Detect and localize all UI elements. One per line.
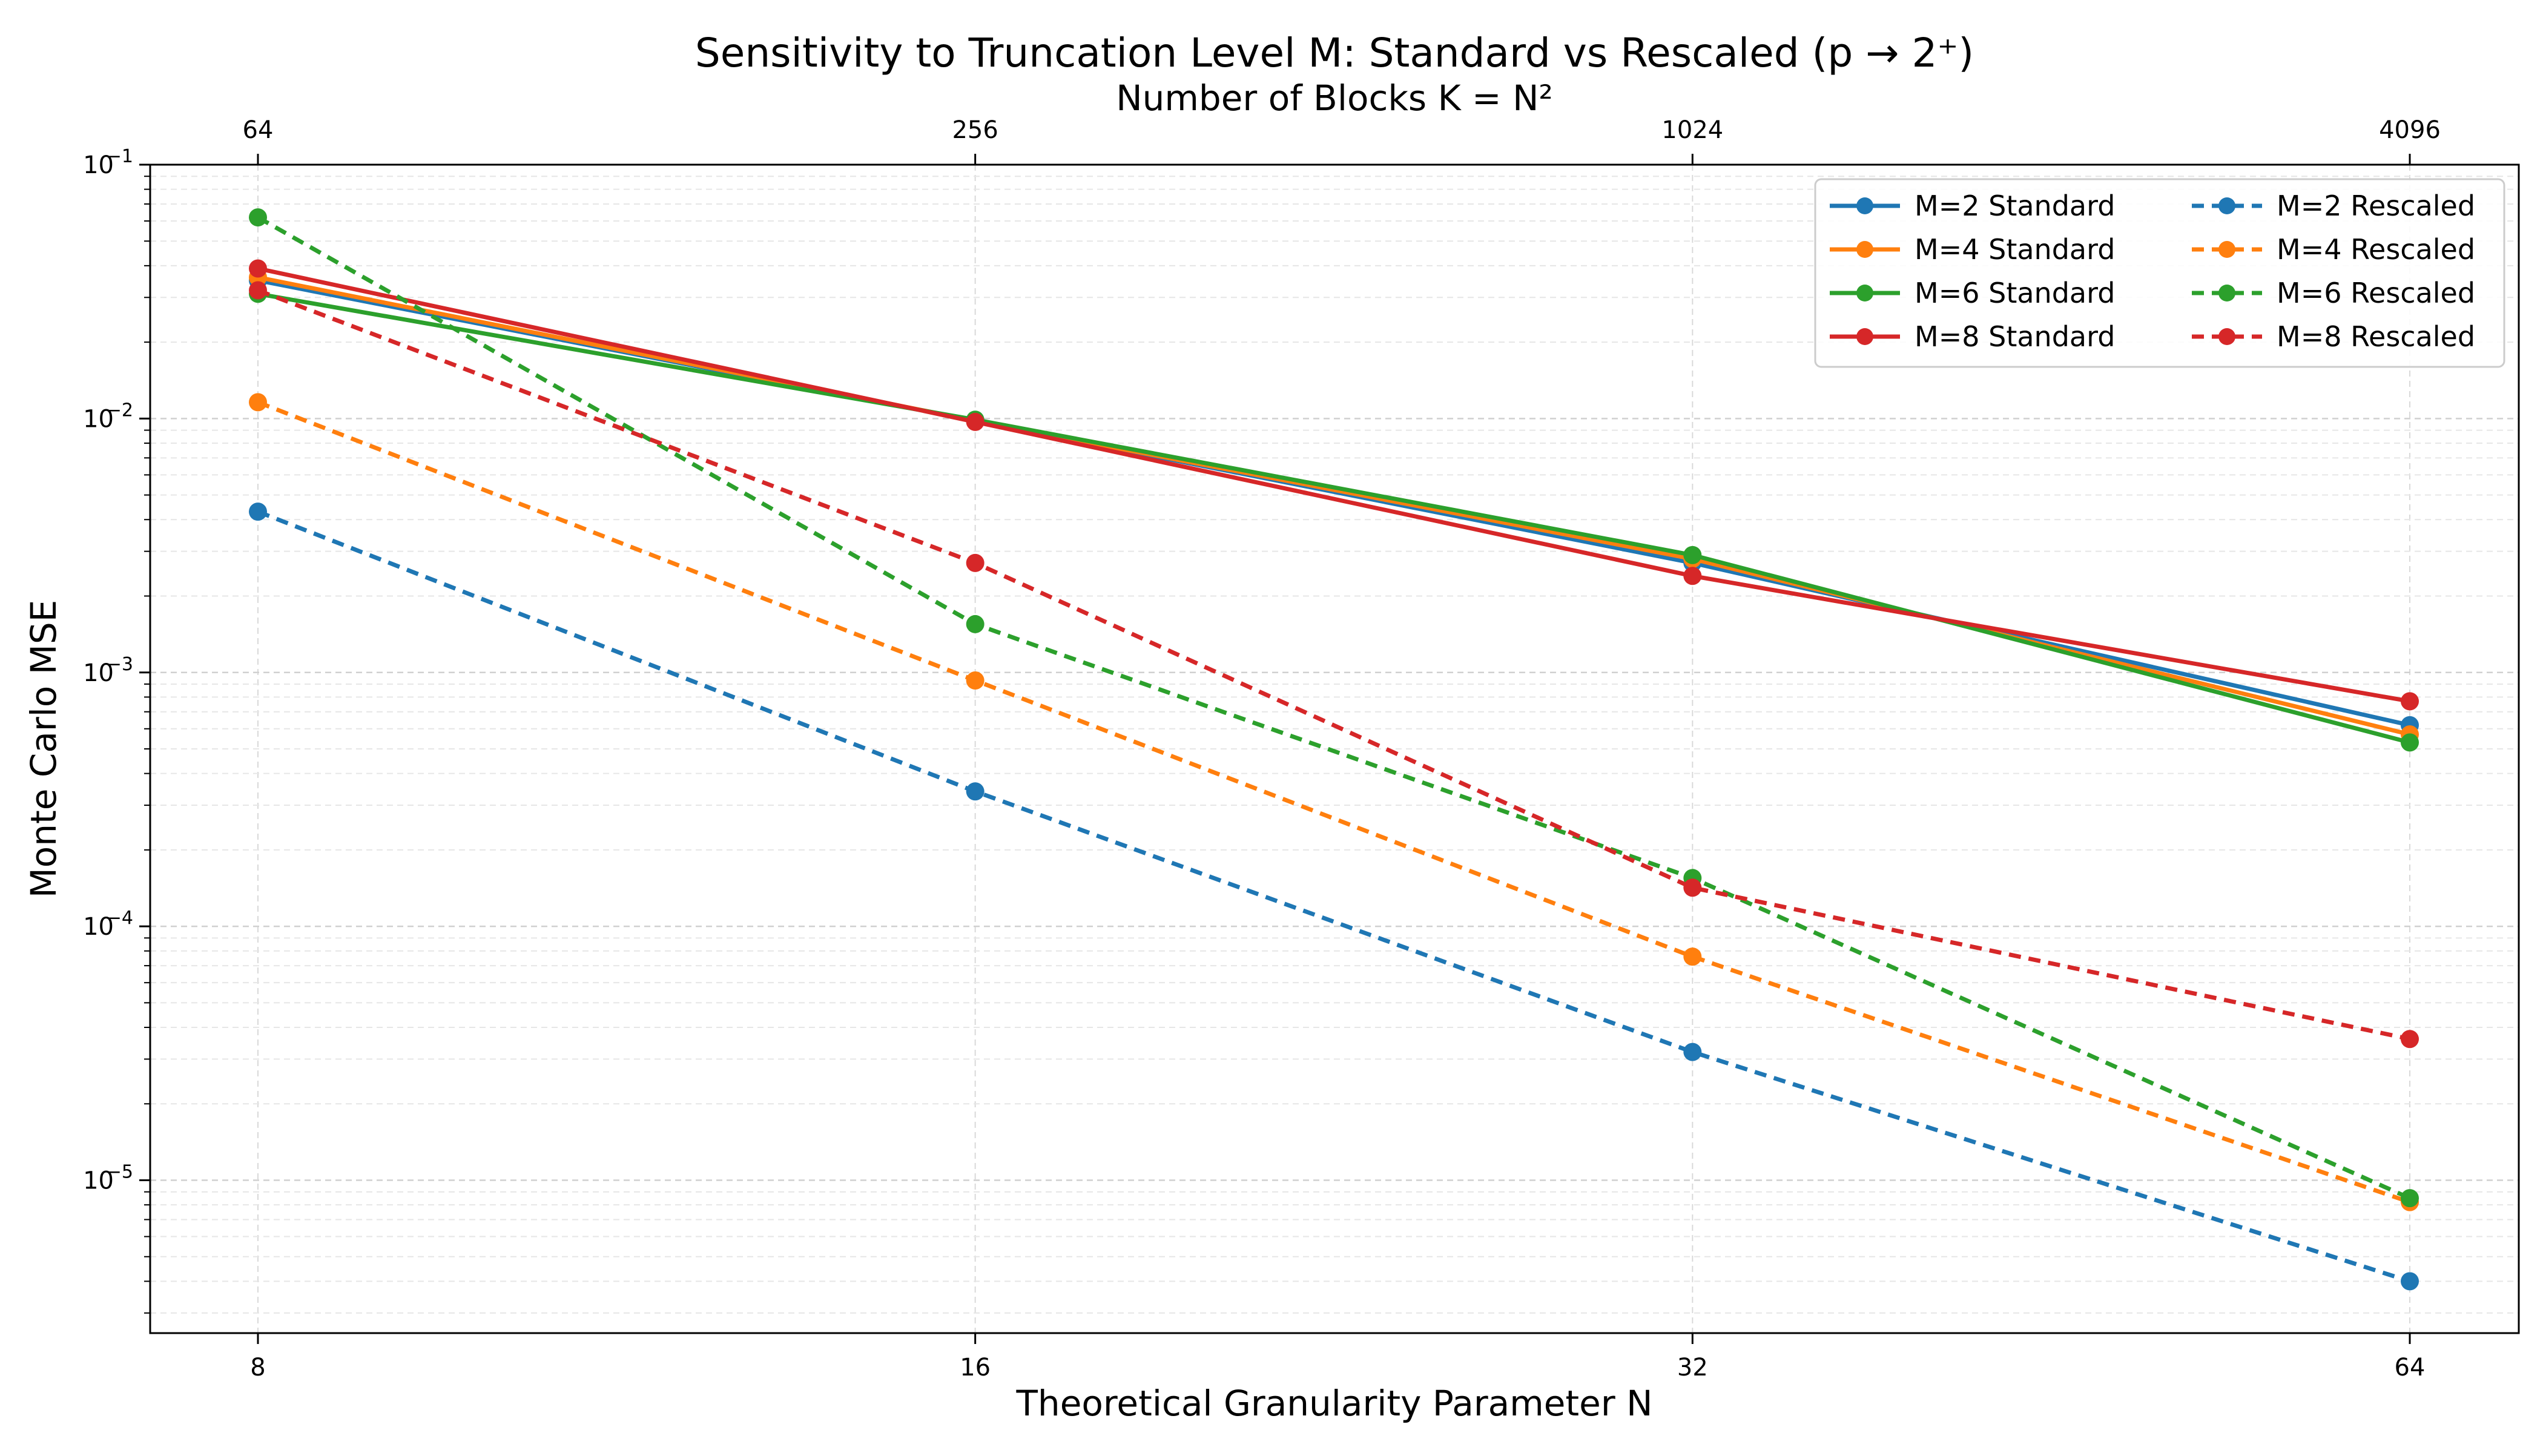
y-tick-label: 10 (83, 151, 114, 179)
legend-label: M=8 Standard (1915, 320, 2115, 353)
series-line (257, 509, 2411, 1283)
y-tick-label: 10 (83, 913, 114, 941)
legend-label: M=2 Standard (1915, 189, 2115, 222)
x-tick-label: 64 (2395, 1354, 2426, 1382)
data-point (1683, 1043, 1702, 1061)
data-point (249, 208, 267, 227)
data-point (2401, 1030, 2419, 1049)
data-point (966, 553, 985, 572)
legend-swatch-marker (1856, 328, 1873, 345)
data-point (1683, 947, 1702, 966)
legend-label: M=6 Rescaled (2277, 277, 2475, 309)
data-point (1683, 567, 1702, 585)
series-line (257, 400, 2411, 1204)
series-line (256, 291, 2412, 745)
data-point (966, 614, 985, 633)
x-tick-label: 32 (1677, 1354, 1708, 1382)
data-point (249, 502, 267, 521)
legend-label: M=4 Standard (1915, 233, 2115, 266)
series-line (256, 266, 2412, 703)
data-point (966, 412, 985, 431)
data-point (966, 671, 985, 690)
legend-swatch-marker (1856, 241, 1873, 258)
legend-label: M=2 Rescaled (2277, 189, 2475, 222)
data-point (2401, 1272, 2419, 1291)
series-m-8-standard (249, 259, 2419, 711)
chart-title: Sensitivity to Truncation Level M: Stand… (695, 30, 1974, 76)
legend-swatch-marker (2218, 197, 2235, 214)
series-line (257, 216, 2411, 1201)
data-point (249, 281, 267, 300)
x-tick-label: 16 (960, 1354, 991, 1382)
legend-label: M=6 Standard (1915, 277, 2115, 309)
data-point (2401, 1189, 2419, 1208)
legend-label: M=8 Rescaled (2277, 320, 2475, 353)
legend-swatch-marker (2218, 285, 2235, 301)
y-tick-label-exponent: −4 (107, 908, 133, 929)
y-tick-label-exponent: −3 (107, 654, 133, 675)
y-tick-label: 10 (83, 1167, 114, 1195)
x-axis-label: Theoretical Granularity Parameter N (1016, 1383, 1653, 1424)
y-tick-label: 10 (83, 405, 114, 433)
y-tick-label-exponent: −2 (107, 400, 133, 421)
legend-swatch-marker (1856, 197, 1873, 214)
data-point (1683, 545, 1702, 564)
series-layer (249, 208, 2419, 1291)
top-tick-label: 64 (243, 116, 274, 144)
data-point (2401, 733, 2419, 752)
top-tick-label: 1024 (1661, 116, 1723, 144)
y-tick-label-exponent: −1 (107, 146, 133, 167)
x-tick-label: 8 (250, 1354, 265, 1382)
top-tick-label: 4096 (2379, 116, 2441, 144)
y-tick-label-exponent: −5 (107, 1162, 133, 1183)
data-point (2401, 692, 2419, 711)
y-axis-label: Monte Carlo MSE (23, 600, 64, 898)
legend-swatch-marker (2218, 241, 2235, 258)
legend-swatch-marker (1856, 285, 1873, 301)
series-line (257, 288, 2410, 1041)
data-point (1683, 878, 1702, 897)
legend-label: M=4 Rescaled (2277, 233, 2475, 266)
legend: M=2 Standard M=4 Standard M=6 Standard M=8 … (1814, 178, 2505, 368)
legend-swatch-marker (2218, 328, 2235, 345)
y-tick-label: 10 (83, 659, 114, 687)
legend-frame (1814, 178, 2505, 368)
grid-layer (150, 163, 2519, 1333)
series-m-8-rescaled (249, 281, 2419, 1049)
top-axis-label: Number of Blocks K = N² (1116, 77, 1552, 119)
series-m-4-rescaled (249, 393, 2419, 1211)
series-m-2-rescaled (249, 502, 2419, 1291)
top-tick-label: 256 (952, 116, 998, 144)
data-point (249, 393, 267, 412)
data-point (966, 782, 985, 801)
data-point (249, 259, 267, 278)
